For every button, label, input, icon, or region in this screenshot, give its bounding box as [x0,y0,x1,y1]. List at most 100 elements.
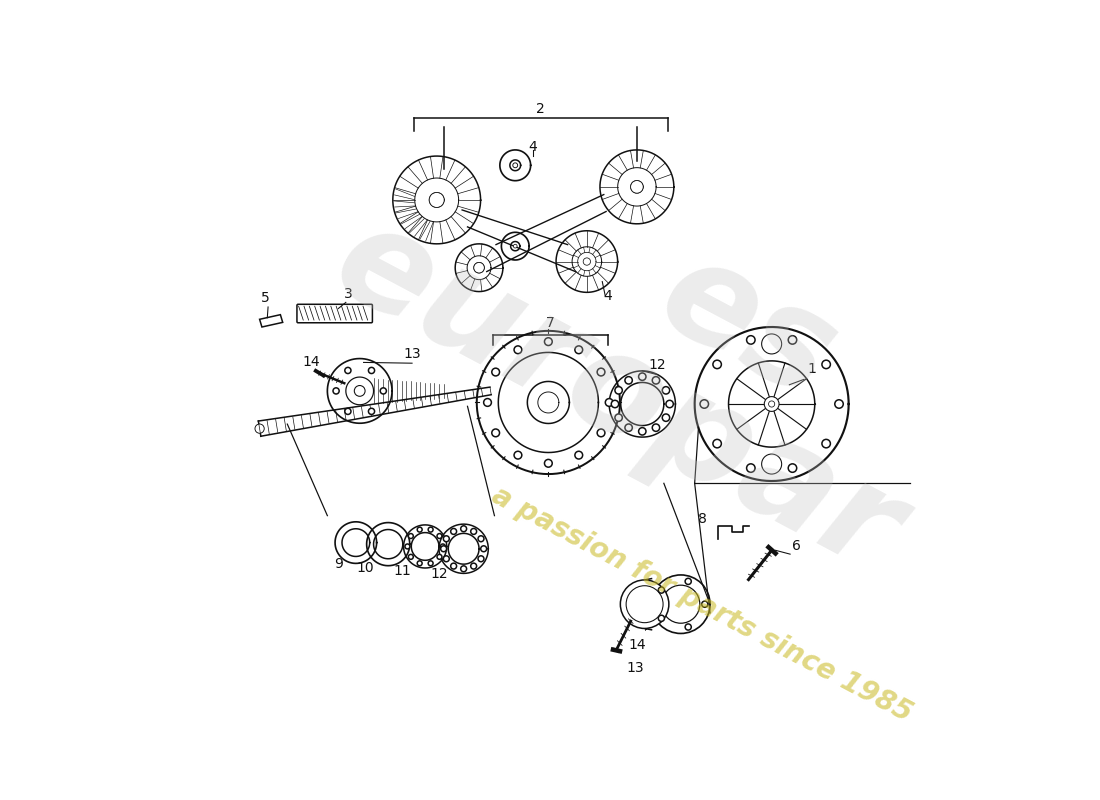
Text: 14: 14 [628,638,646,652]
Text: 9: 9 [333,557,342,571]
Circle shape [478,556,484,562]
Circle shape [702,601,708,607]
Circle shape [437,554,442,559]
Circle shape [441,546,447,552]
Circle shape [626,586,663,622]
Text: europar: europar [312,191,923,601]
Circle shape [835,400,844,408]
Circle shape [471,563,476,569]
Circle shape [662,414,670,422]
Circle shape [514,346,521,354]
Text: 13: 13 [627,661,645,675]
Circle shape [615,386,623,394]
Circle shape [478,536,484,542]
Text: 5: 5 [262,291,271,306]
Circle shape [747,464,755,472]
Circle shape [761,454,782,474]
Circle shape [514,244,517,248]
Circle shape [652,377,660,384]
Text: 3: 3 [344,286,352,301]
Circle shape [333,388,339,394]
Circle shape [700,400,708,408]
Circle shape [575,451,583,459]
Circle shape [639,428,646,435]
Circle shape [368,408,375,414]
Circle shape [575,346,583,354]
Circle shape [437,534,442,538]
Circle shape [461,566,466,572]
Text: 1: 1 [807,362,816,376]
Circle shape [822,360,830,369]
Circle shape [344,367,351,374]
Circle shape [662,386,670,394]
Circle shape [597,429,605,437]
Circle shape [713,439,722,448]
Polygon shape [260,314,283,327]
Circle shape [481,546,486,552]
Circle shape [666,400,673,408]
Text: 4: 4 [603,289,612,303]
Circle shape [747,336,755,344]
Circle shape [789,464,796,472]
Circle shape [417,527,422,532]
Circle shape [658,587,664,593]
Circle shape [451,529,456,534]
Circle shape [822,439,830,448]
Circle shape [597,368,605,376]
Circle shape [764,397,779,411]
Circle shape [428,527,433,532]
Text: es: es [639,226,858,428]
Circle shape [620,580,669,629]
Text: 12: 12 [430,567,448,581]
Circle shape [612,400,618,408]
Circle shape [652,424,660,431]
Circle shape [605,398,613,406]
Circle shape [471,529,476,534]
Circle shape [761,334,782,354]
Circle shape [428,561,433,566]
Circle shape [789,336,796,344]
Text: 14: 14 [302,354,320,369]
Circle shape [474,262,484,273]
Text: 6: 6 [792,539,801,554]
Circle shape [625,424,632,431]
Circle shape [354,386,365,396]
Circle shape [408,534,414,538]
FancyBboxPatch shape [297,304,373,322]
Circle shape [544,459,552,467]
Text: 10: 10 [356,561,374,575]
Circle shape [451,563,456,569]
Circle shape [685,624,691,630]
Circle shape [492,368,499,376]
Circle shape [443,556,449,562]
Circle shape [544,338,552,346]
Circle shape [344,408,351,414]
Text: 7: 7 [547,316,556,330]
Circle shape [615,414,623,422]
Circle shape [658,615,664,622]
Circle shape [381,388,386,394]
Text: 2: 2 [537,102,544,116]
Text: 11: 11 [393,564,411,578]
Circle shape [368,367,375,374]
Text: 4: 4 [529,141,537,154]
Circle shape [769,401,774,407]
Circle shape [440,544,446,549]
Circle shape [408,554,414,559]
Circle shape [583,258,591,266]
Circle shape [461,526,466,532]
Circle shape [484,398,492,406]
Circle shape [651,575,711,634]
Circle shape [513,163,518,168]
Circle shape [514,451,521,459]
Circle shape [630,181,644,193]
Circle shape [625,377,632,384]
Text: 13: 13 [404,347,421,361]
Circle shape [662,585,700,623]
Text: 8: 8 [697,512,707,526]
Text: a passion for parts since 1985: a passion for parts since 1985 [487,481,917,727]
Circle shape [429,193,444,207]
Circle shape [639,373,646,380]
Circle shape [713,360,722,369]
Circle shape [417,561,422,566]
